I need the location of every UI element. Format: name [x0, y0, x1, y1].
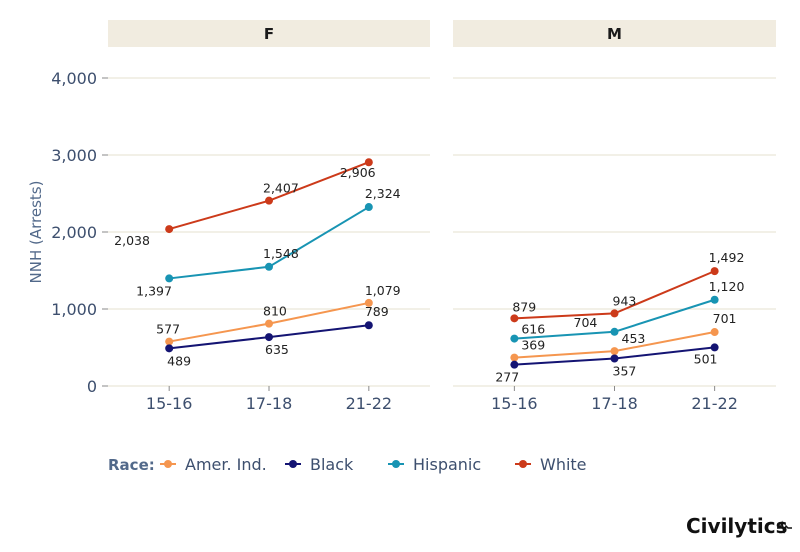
data-point-hispanic-F-1: [265, 262, 273, 271]
x-tick-label-21-22: 21-22: [346, 394, 393, 413]
data-label-amer-ind-M-2: 701: [713, 311, 737, 326]
y-tick-label-3000: 3,000: [51, 146, 97, 165]
facet-strip-F: [108, 20, 430, 47]
legend: Race: Amer. Ind. Black Hispanic White: [108, 455, 587, 474]
data-label-white-F-1: 2,407: [263, 181, 299, 196]
legend-label-amer-ind: Amer. Ind.: [185, 455, 267, 474]
data-point-amer-ind-M-0: [510, 353, 519, 362]
data-label-amer-ind-F-0: 577: [156, 322, 180, 337]
data-point-white-F-2: [364, 158, 373, 167]
data-label-hispanic-M-0: 616: [521, 322, 545, 337]
data-point-amer-ind-M-2: [710, 328, 719, 337]
data-label-hispanic-F-2: 2,324: [365, 186, 401, 201]
x-tick-label-21-22: 21-22: [691, 394, 738, 413]
x-tick-label-15-16: 15-16: [491, 394, 538, 413]
data-point-amer-ind-F-1: [265, 319, 273, 328]
facet-strip-label-F: F: [264, 25, 274, 43]
data-label-black-M-2: 501: [694, 351, 718, 366]
pulse-icon: [777, 520, 792, 534]
x-tick-label-15-16: 15-16: [146, 394, 193, 413]
data-label-hispanic-F-1: 1,548: [263, 246, 299, 261]
series-lines: [165, 158, 719, 369]
data-label-black-M-0: 277: [495, 370, 519, 385]
gridlines: [108, 77, 776, 387]
x-tick-label-17-18: 17-18: [591, 394, 638, 413]
data-point-hispanic-M-1: [610, 327, 619, 336]
y-axis-label: NNH (Arrests): [27, 181, 45, 284]
data-label-black-F-1: 635: [265, 342, 289, 357]
facet-strip-M: [453, 20, 776, 47]
data-label-hispanic-M-2: 1,120: [709, 279, 745, 294]
legend-label-hispanic: Hispanic: [413, 455, 481, 474]
data-label-amer-ind-F-2: 1,079: [365, 283, 401, 298]
data-label-hispanic-F-0: 1,397: [136, 283, 172, 298]
data-label-amer-ind-M-0: 369: [521, 338, 545, 353]
data-label-amer-ind-M-1: 453: [622, 331, 646, 346]
legend-key-dot-white: [519, 460, 527, 468]
legend-title: Race:: [108, 456, 155, 474]
y-tick-label-4000: 4,000: [51, 69, 97, 88]
data-label-black-F-2: 789: [365, 304, 389, 319]
brand-logo-text: Civilytics: [686, 514, 788, 538]
y-axis: 0 1,000 2,000 3,000 4,000: [51, 69, 108, 396]
data-labels: 577 810 1,079 489 635 789 1,397 1,548 2,324 2,038…: [114, 165, 744, 384]
data-point-black-M-1: [610, 354, 619, 363]
data-point-black-M-2: [710, 343, 719, 352]
data-point-white-M-1: [610, 309, 619, 318]
facet-strip-label-M: M: [607, 25, 622, 43]
legend-label-white: White: [540, 455, 587, 474]
data-label-amer-ind-F-1: 810: [263, 304, 287, 319]
x-axis: 15-16 17-18 21-22 15-16 17-18 21-22: [146, 386, 738, 413]
data-point-hispanic-F-2: [364, 203, 373, 212]
x-tick-label-17-18: 17-18: [246, 394, 293, 413]
legend-label-black: Black: [310, 455, 354, 474]
data-point-white-F-1: [265, 196, 273, 205]
data-label-white-M-2: 1,492: [709, 250, 745, 265]
legend-key-dot-amer-ind: [164, 460, 172, 468]
data-point-black-F-2: [364, 321, 373, 330]
y-tick-label-2000: 2,000: [51, 223, 97, 242]
data-point-white-M-0: [510, 314, 519, 323]
data-point-black-F-0: [165, 344, 174, 353]
data-label-hispanic-M-1: 704: [574, 315, 598, 330]
brand-logo: Civilytics: [686, 514, 792, 538]
data-point-hispanic-F-0: [165, 274, 174, 283]
y-tick-label-1000: 1,000: [51, 300, 97, 319]
data-label-black-M-1: 357: [613, 364, 637, 379]
data-label-white-M-0: 879: [512, 299, 536, 314]
y-tick-label-0: 0: [87, 377, 97, 396]
data-point-black-M-0: [510, 360, 519, 369]
data-point-hispanic-M-2: [710, 295, 719, 304]
data-point-white-F-0: [165, 225, 174, 234]
data-label-white-M-1: 943: [613, 293, 637, 308]
data-point-hispanic-M-0: [510, 334, 519, 343]
legend-key-dot-hispanic: [392, 460, 400, 468]
data-label-black-F-0: 489: [167, 353, 191, 368]
data-label-white-F-2: 2,906: [340, 165, 376, 180]
data-label-white-F-0: 2,038: [114, 233, 150, 248]
data-point-black-F-1: [265, 333, 273, 342]
data-point-white-M-2: [710, 267, 719, 276]
data-point-amer-ind-F-0: [165, 337, 174, 346]
data-point-amer-ind-M-1: [610, 347, 619, 356]
data-point-amer-ind-F-2: [364, 298, 373, 307]
legend-key-dot-black: [289, 460, 297, 468]
